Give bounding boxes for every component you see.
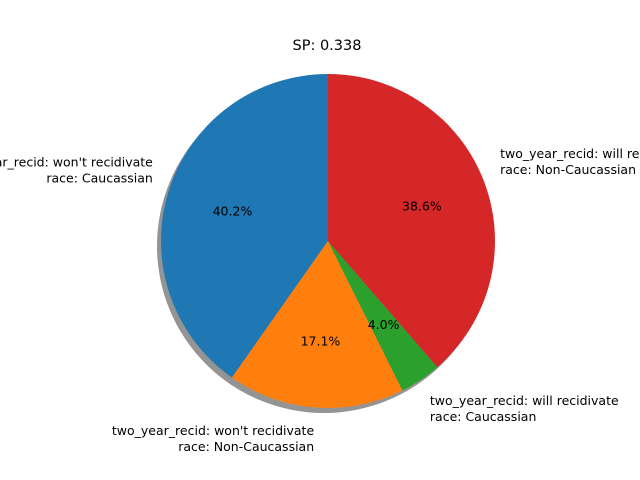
pie-category-label-two-year-recid-will-recidivate-race-caucassian: two_year_recid: will recidivate race: Cau… bbox=[430, 393, 619, 424]
pie-category-label-line: two_year_recid: will recidivate bbox=[430, 393, 619, 408]
pie-slices bbox=[160, 74, 496, 408]
pie-category-label-line: two_year_recid: won't recidivate bbox=[0, 155, 153, 170]
pie-labels: 40.2%two_year_recid: won't recidivaterac… bbox=[0, 146, 640, 454]
pie-slice-two-year-recid-won-t-recidivate-race-caucassian bbox=[160, 74, 328, 378]
pie-category-label-line: race: Caucassian bbox=[430, 409, 536, 424]
pie-category-label-line: race: Caucassian bbox=[46, 171, 152, 186]
pie-category-label-two-year-recid-won-t-recidivate-race-non-caucassian: two_year_recid: won't recidivate race: No… bbox=[112, 423, 315, 454]
pie-pct-label-two-year-recid-won-t-recidivate-race-non-caucassian: 17.1% bbox=[301, 333, 341, 348]
pie-pct-label-two-year-recid-will-recidivate-race-non-caucassian: 38.6% bbox=[402, 198, 442, 213]
pie-slice-two-year-recid-won-t-recidivate-race-non-caucassian bbox=[231, 241, 403, 408]
pie-pct-label-two-year-recid-will-recidivate-race-caucassian: 4.0% bbox=[368, 317, 400, 332]
pie-category-label-line: race: Non-Caucassian bbox=[500, 162, 636, 177]
pie-category-label-line: two_year_recid: won't recidivate bbox=[112, 423, 315, 438]
pie-slice-two-year-recid-will-recidivate-race-caucassian bbox=[328, 241, 438, 391]
pie-category-label-line: race: Non-Caucassian bbox=[178, 439, 314, 454]
pie-pct-label-two-year-recid-won-t-recidivate-race-caucassian: 40.2% bbox=[213, 203, 253, 218]
pie-slice-two-year-recid-will-recidivate-race-non-caucassian bbox=[328, 74, 496, 368]
chart-title: SP: 0.338 bbox=[293, 38, 362, 54]
pie-category-label-line: two_year_recid: will recidivate bbox=[500, 146, 640, 161]
